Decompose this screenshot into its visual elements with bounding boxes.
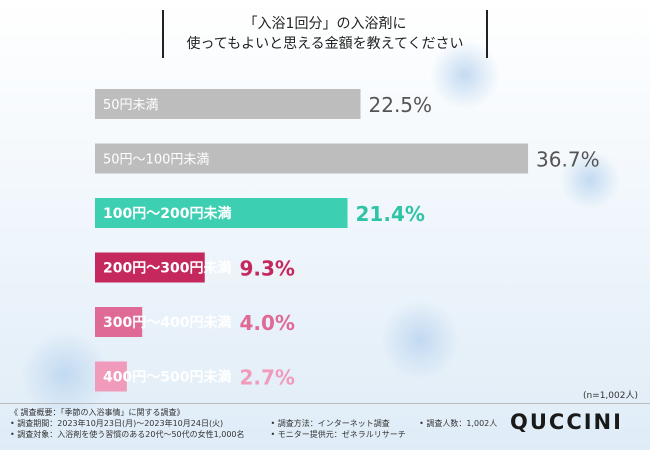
footer-method: • 調査方法：インターネット調査 <box>270 419 390 428</box>
sparkle-decoration <box>560 150 620 210</box>
value-label-4: 9.3% <box>239 257 294 281</box>
sparkle-decoration <box>430 40 500 110</box>
category-label-4: 200円〜300円未満 <box>103 260 231 277</box>
value-label-5: 4.0% <box>239 311 294 335</box>
value-label-2: 36.7% <box>536 148 600 172</box>
bar-2 <box>95 143 529 174</box>
value-label-6: 2.7% <box>239 366 294 390</box>
quccini-logo: QUCCINI <box>510 410 623 434</box>
category-label-5: 300円〜400円未満 <box>103 314 231 331</box>
chart-title: 「入浴1回分」の入浴剤に 使ってもよいと思える金額を教えてください <box>162 10 488 58</box>
footer-heading: 《 調査概要：「季節の入浴事情」に関する調査》 <box>10 408 185 417</box>
category-label-6: 400円〜500円未満 <box>103 369 231 386</box>
footer-provider: • モニター提供元：ゼネラルリサーチ <box>270 430 406 439</box>
bar-6 <box>95 361 127 392</box>
value-label-3: 21.4% <box>356 202 425 226</box>
footer-target: • 調査対象：入浴剤を使う習慣のある20代〜50代の女性1,000名 <box>10 430 245 439</box>
sparkle-decoration <box>380 300 460 380</box>
survey-footer: 《 調査概要：「季節の入浴事情」に関する調査》 • 調査期間：2023年10月2… <box>10 407 497 440</box>
footer-period: • 調査期間：2023年10月23日(月)〜2023年10月24日(火) <box>10 419 224 428</box>
title-line-2: 使ってもよいと思える金額を教えてください <box>186 36 464 52</box>
sample-size-note: (n=1,002人) <box>582 391 638 401</box>
category-label-1: 50円未満 <box>103 98 159 113</box>
value-label-1: 22.5% <box>369 93 433 117</box>
bar-chart: 50円未満 22.5% 50円〜100円未満 36.7% 100円〜200円未満 21.4… <box>95 89 600 392</box>
footer-count: • 調査人数：1,002人 <box>419 419 498 428</box>
bar-4 <box>95 252 205 283</box>
title-line-1: 「入浴1回分」の入浴剤に <box>243 16 407 32</box>
category-label-2: 50円〜100円未満 <box>103 153 209 168</box>
bar-3 <box>95 198 348 228</box>
bar-5 <box>95 307 143 337</box>
bar-1 <box>95 89 361 119</box>
category-label-3: 100円〜200円未満 <box>103 205 231 222</box>
footer-divider <box>0 403 650 404</box>
